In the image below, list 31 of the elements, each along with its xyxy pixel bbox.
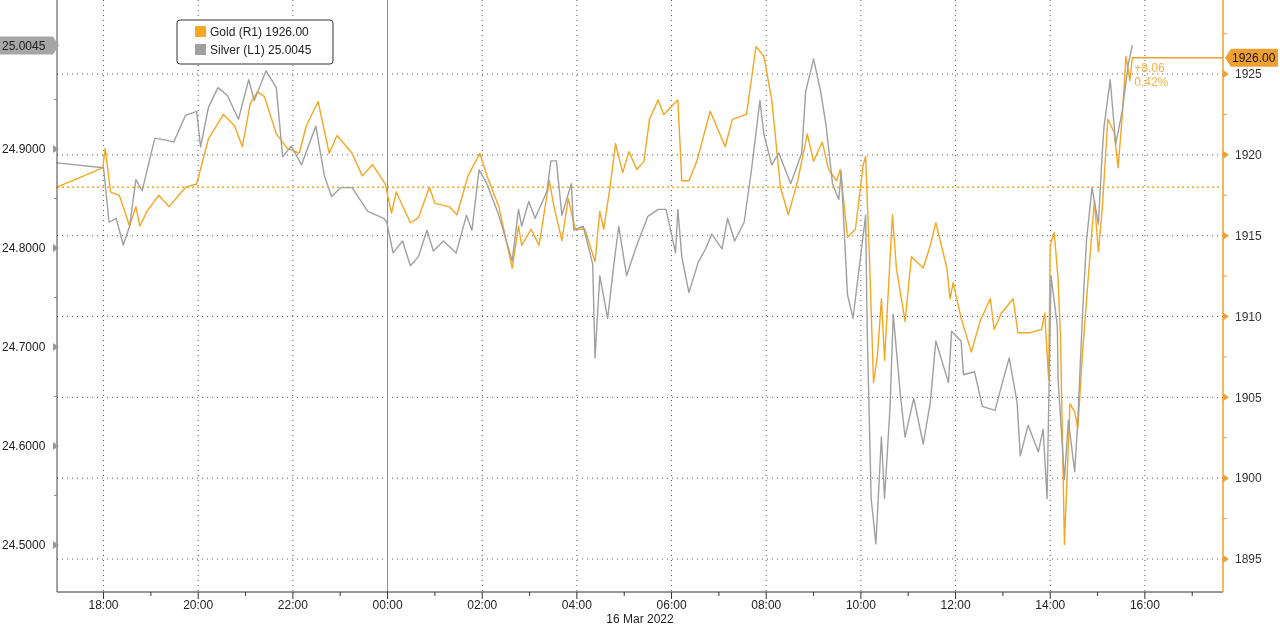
y-tick-label: 25.0045	[2, 38, 46, 53]
legend-label: Silver (L1) 25.0045	[210, 43, 312, 58]
y2-tick-label: 1910	[1235, 309, 1263, 324]
x-tick-label: 18:00	[88, 598, 119, 612]
annotation: +8.06	[1134, 61, 1165, 76]
x-tick-label: 12:00	[940, 598, 971, 612]
x-tick-label: 04:00	[561, 598, 593, 612]
x-tick-label: 02:00	[467, 598, 498, 612]
x-tick-label: 22:00	[277, 598, 309, 612]
y-tick-label: 24.8000	[2, 241, 46, 256]
y-tick-label: 24.5000	[2, 538, 46, 553]
y2-tick-label: 1905	[1235, 390, 1263, 405]
legend-label: Gold (R1) 1926.00	[210, 25, 310, 40]
x-tick-label: 08:00	[751, 598, 782, 612]
x-tick-label: 20:00	[183, 598, 214, 612]
y2-tick-label: 1925	[1235, 67, 1263, 82]
y2-tick-label: 1926.00	[1232, 51, 1276, 66]
y2-tick-label: 1895	[1235, 552, 1263, 567]
x-axis-title: 16 Mar 2022	[606, 612, 675, 626]
y2-tick-label: 1920	[1235, 148, 1263, 163]
annotation: 0.42%	[1134, 75, 1169, 90]
y-tick-label: 24.9000	[2, 142, 46, 157]
y-tick-label: 24.7000	[2, 340, 46, 355]
x-tick-label: 10:00	[845, 598, 877, 612]
x-tick-label: 06:00	[656, 598, 687, 612]
y2-tick-label: 1900	[1235, 471, 1263, 486]
x-tick-label: 14:00	[1035, 598, 1066, 612]
y-tick-label: 24.6000	[2, 439, 46, 454]
y2-tick-label: 1915	[1235, 228, 1263, 243]
x-tick-label: 00:00	[372, 598, 403, 612]
x-tick-label: 16:00	[1129, 598, 1161, 612]
